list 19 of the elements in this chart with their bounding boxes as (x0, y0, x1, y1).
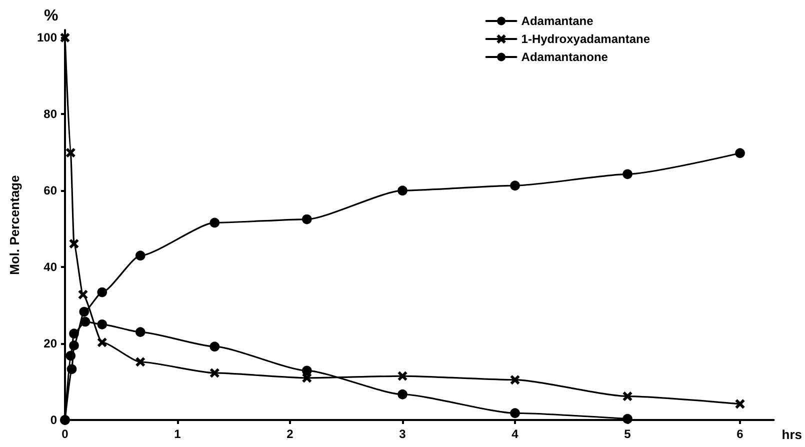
text: % (44, 8, 58, 24)
x-tick-label: 6 (736, 427, 744, 441)
y-tick-label: 20 (44, 336, 58, 351)
y-tick-label: 60 (44, 184, 58, 198)
x-tick-label: 3 (399, 427, 406, 441)
x-tick-label: 0 (62, 427, 69, 441)
y-tick-label: 100 (36, 30, 58, 45)
y-tick-label: 0 (50, 413, 58, 427)
x-axis-title: hrs (782, 427, 802, 442)
y-tick-label: 80 (44, 107, 58, 122)
legend-label: Adamantane (521, 14, 594, 28)
x-tick-label: 5 (624, 427, 632, 441)
x-tick-label: 1 (174, 427, 182, 441)
y-tick-label: 40 (44, 260, 58, 274)
x-tick-label: 2 (286, 427, 294, 441)
legend-label: Adamantanone (521, 50, 608, 64)
x-tick-label: 4 (512, 427, 519, 441)
legend-label: 1-Hydroxyadamantane (521, 32, 650, 46)
y-axis-title: Mol. Percentage (7, 175, 22, 275)
